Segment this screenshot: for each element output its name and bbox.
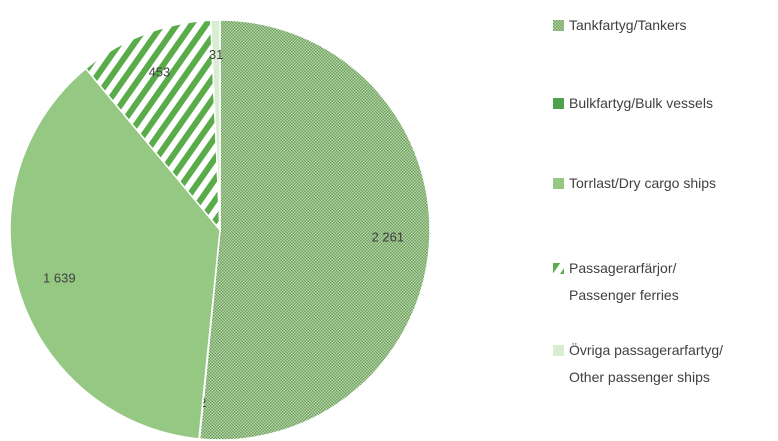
pie-slice <box>9 67 221 440</box>
legend-label: Torrlast/Dry cargo ships <box>569 175 717 191</box>
data-label: 31 <box>209 47 223 62</box>
swatch-fill <box>553 178 564 189</box>
legend-label: Bulkfartyg/Bulk vessels <box>569 95 713 111</box>
swatch-fill <box>553 20 564 31</box>
data-label: 1 639 <box>43 271 76 286</box>
swatch-fill <box>553 263 564 274</box>
legend-swatch <box>553 263 564 274</box>
legend-item: Bulkfartyg/Bulk vessels <box>553 90 713 117</box>
legend-label: Övriga passagerarfartyg/ Other passenger… <box>569 342 724 385</box>
legend-swatch <box>553 98 564 109</box>
legend-item: Tankfartyg/Tankers <box>553 12 687 39</box>
legend-label: Tankfartyg/Tankers <box>569 17 687 33</box>
pie-slice <box>198 19 431 441</box>
legend-label: Passagerarfärjor/ Passenger ferries <box>569 260 679 303</box>
legend-swatch <box>553 20 564 31</box>
legend-item: Torrlast/Dry cargo ships <box>553 170 716 197</box>
legend-item: Övriga passagerarfartyg/ Other passenger… <box>553 337 723 391</box>
legend-item: Passagerarfärjor/ Passenger ferries <box>553 255 679 309</box>
swatch-fill <box>553 98 564 109</box>
pie-slice <box>209 19 221 231</box>
data-label: 453 <box>149 65 171 80</box>
legend-swatch <box>553 178 564 189</box>
swatch-fill <box>553 345 564 356</box>
pie-slice <box>84 19 221 233</box>
data-label: 2 261 <box>372 230 405 245</box>
legend-swatch <box>553 345 564 356</box>
